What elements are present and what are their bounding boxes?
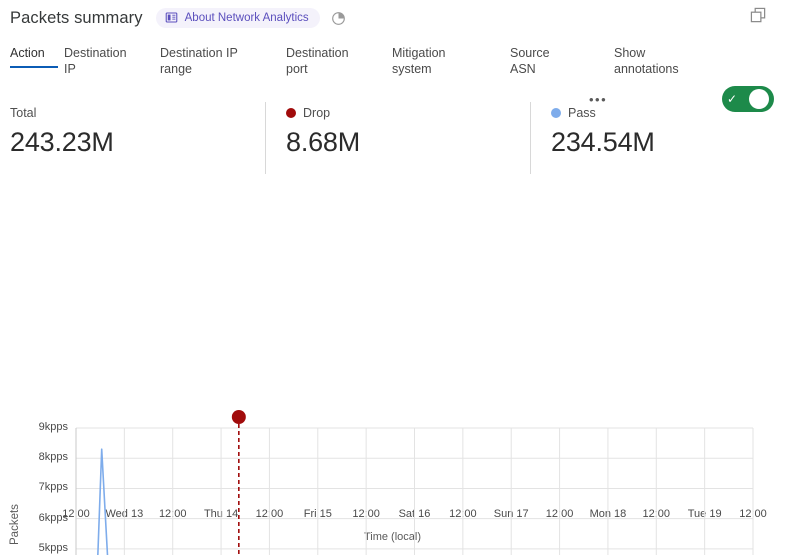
stat-drop-label-row: Drop: [286, 104, 530, 122]
about-link-label: About Network Analytics: [184, 11, 309, 24]
chart-plot-area[interactable]: [0, 196, 785, 555]
show-annotations-toggle[interactable]: ✓: [722, 86, 774, 112]
clock-icon[interactable]: [331, 11, 346, 26]
page-title: Packets summary: [10, 8, 143, 27]
chart-x-axis-label: Time (local): [363, 531, 422, 543]
tab-show-annotations[interactable]: Show annotations: [614, 46, 679, 76]
pass-legend-dot: [551, 108, 561, 118]
stat-total-label-row: Total: [10, 104, 265, 122]
stat-drop: Drop 8.68M: [265, 102, 530, 178]
y-tick-label: 9kpps: [38, 421, 68, 433]
drop-legend-dot: [286, 108, 296, 118]
header: Packets summary About Network Analytics: [0, 0, 785, 36]
tab-mitigation-system[interactable]: Mitigation system: [392, 46, 446, 76]
tab-action[interactable]: Action: [10, 45, 58, 68]
stat-pass-label-row: Pass: [551, 104, 785, 122]
stat-total: Total 243.23M: [0, 104, 265, 178]
tab-overflow-menu-icon[interactable]: •••: [589, 92, 608, 107]
copy-icon[interactable]: [750, 7, 767, 24]
stat-pass-value: 234.54M: [551, 127, 655, 157]
stat-pass-label: Pass: [568, 106, 596, 120]
stat-drop-value: 8.68M: [286, 127, 361, 157]
toggle-knob: [749, 89, 769, 109]
y-tick-label: 5kpps: [38, 541, 68, 554]
tab-destination-ip-range[interactable]: Destination IP range: [160, 46, 238, 76]
packets-chart: Packets Time (local) 0pps1kpps2kpps3kpps…: [0, 196, 785, 555]
tab-destination-ip[interactable]: Destination IP: [64, 46, 127, 76]
stat-total-value: 243.23M: [10, 127, 114, 157]
tab-bar: Action Destination IP Destination IP ran…: [0, 40, 785, 112]
stat-drop-label: Drop: [303, 106, 331, 120]
stat-total-label: Total: [10, 106, 37, 120]
stat-pass: Pass 234.54M: [530, 102, 785, 178]
y-tick-label: 6kpps: [38, 511, 68, 524]
y-tick-label: 8kpps: [38, 451, 68, 464]
tab-destination-port[interactable]: Destination port: [286, 46, 349, 76]
annotation-marker[interactable]: [231, 410, 246, 424]
book-icon: [165, 11, 178, 24]
tab-source-asn[interactable]: Source ASN: [510, 46, 550, 76]
about-network-analytics-link[interactable]: About Network Analytics: [155, 8, 320, 28]
checkmark-icon: ✓: [727, 92, 738, 106]
y-tick-label: 7kpps: [38, 481, 68, 494]
summary-stats: Total 243.23M Drop 8.68M Pass 234.54M: [0, 102, 785, 178]
chart-y-axis-ticks: 0pps1kpps2kpps3kpps4kpps5kpps6kpps7kpps8…: [10, 196, 68, 554]
